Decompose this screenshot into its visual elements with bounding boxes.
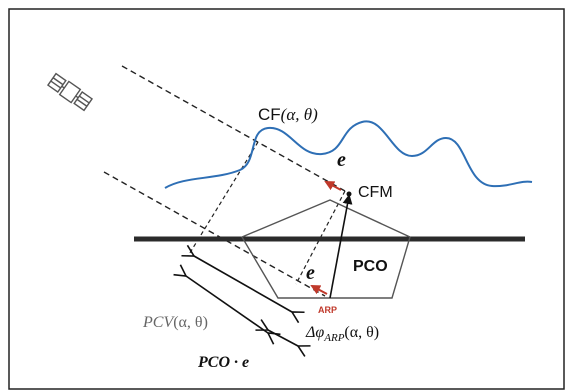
pco-vector [329,194,353,299]
pco-e-label: PCO · e [197,354,249,371]
signal-ray-upper [121,65,346,192]
wavefront-perpendicular [187,141,259,257]
arp-label: ARP [318,305,337,315]
dimension-arrow-upper [194,256,292,312]
wavefront-curve [164,120,533,189]
dimension-arrow-pco-e [268,330,298,346]
e-lower-label: e [306,262,315,284]
cfm-label: CFM [358,184,393,201]
e-upper-label: e [337,149,346,171]
pcv-label: PCV(α, θ) [142,314,208,331]
unit-vector-upper [324,181,342,191]
pco-label: PCO [353,258,388,275]
cf-label: CF(α, θ) [258,105,318,124]
signal-ray-lower [103,171,326,297]
cfm-point [346,191,352,197]
unit-vector-lower [310,285,328,295]
outer-border [8,8,565,390]
antenna-body [240,199,411,299]
delta-phi-label: ΔφARP(α, θ) [305,324,379,344]
dimension-arrow-pcv [186,276,268,333]
satellite-icon [46,72,94,112]
